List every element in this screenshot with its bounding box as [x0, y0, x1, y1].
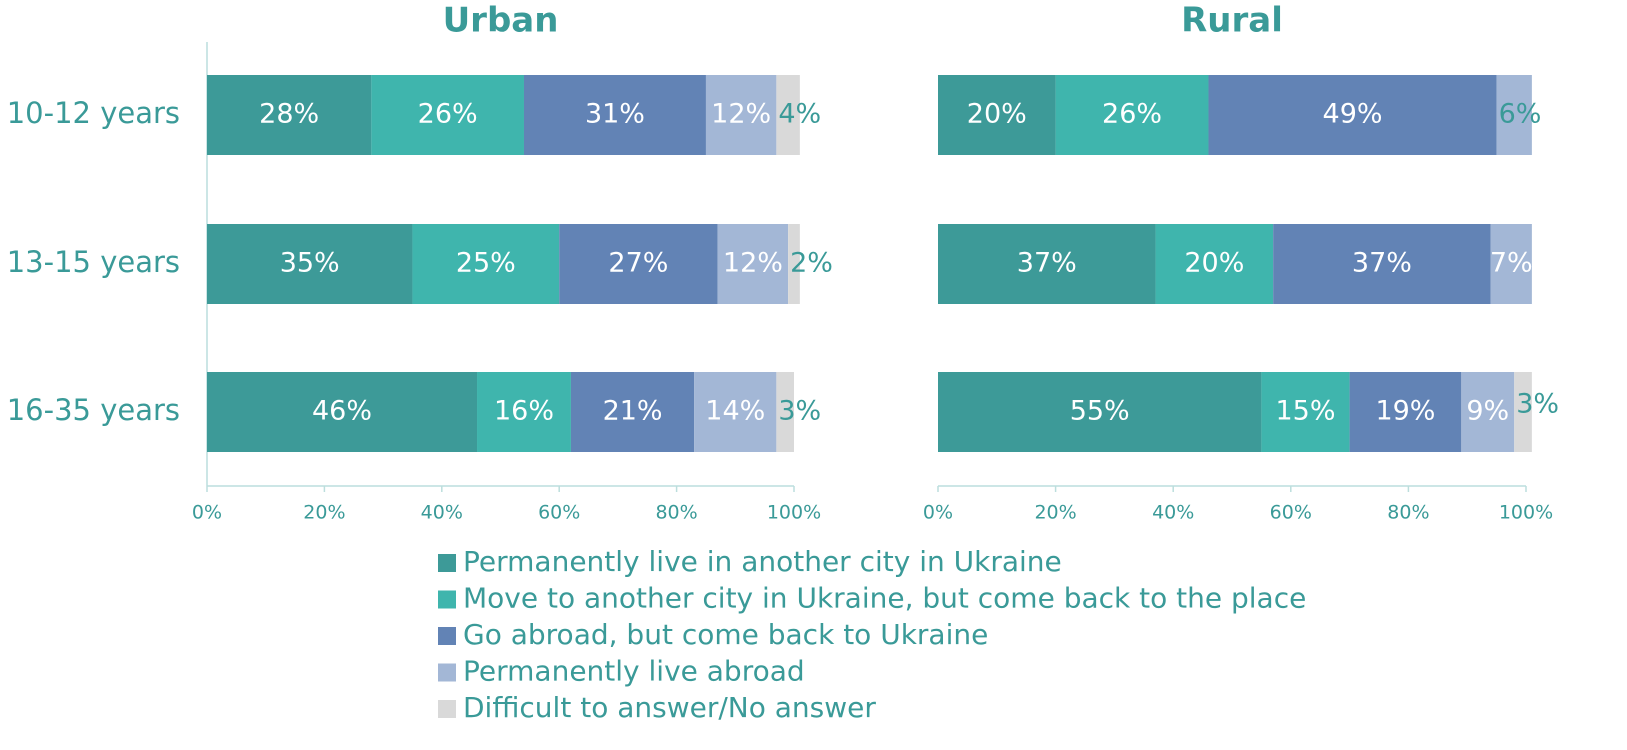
data-label: 25%	[456, 248, 516, 279]
bar-segment	[371, 75, 524, 155]
data-label: 37%	[1017, 248, 1077, 279]
data-label: 20%	[1184, 248, 1244, 279]
bar-segment	[788, 224, 800, 304]
bar-segment	[1496, 75, 1532, 155]
x-tick-label: 40%	[1152, 502, 1194, 524]
bar-segment	[938, 372, 1262, 452]
legend-swatch	[438, 700, 456, 718]
x-tick-label: 80%	[1387, 502, 1429, 524]
bar-segment	[477, 372, 571, 452]
bar-segment	[694, 372, 777, 452]
bar-segment	[523, 75, 706, 155]
data-label: 16%	[494, 396, 554, 427]
x-tick-label: 80%	[655, 502, 697, 524]
data-label: 3%	[778, 396, 821, 427]
data-label: 15%	[1275, 396, 1335, 427]
bar-segment	[717, 224, 789, 304]
data-label: 28%	[259, 99, 319, 130]
data-label: 35%	[280, 248, 340, 279]
bar-segment	[776, 372, 794, 452]
bar-segment	[207, 224, 413, 304]
x-tick-label: 100%	[1499, 502, 1553, 524]
data-label: 12%	[723, 248, 783, 279]
legend-label: Permanently live in another city in Ukra…	[463, 545, 1062, 578]
data-label: 14%	[705, 396, 765, 427]
legend-label: Difficult to answer/No answer	[463, 691, 876, 724]
category-label: 13-15 years	[7, 245, 180, 279]
legend-swatch	[438, 590, 456, 609]
bar-segment	[1055, 75, 1209, 155]
data-label: 46%	[312, 396, 372, 427]
data-label: 37%	[1352, 248, 1412, 279]
bar-segment	[1514, 372, 1532, 452]
category-label: 10-12 years	[7, 96, 180, 130]
bar-segment	[559, 224, 718, 304]
data-label: 7%	[1490, 248, 1533, 279]
bar-segment	[1155, 224, 1274, 304]
x-tick-label: 100%	[767, 502, 821, 524]
bar-segment	[776, 75, 800, 155]
data-label: 27%	[608, 248, 668, 279]
bar-segment	[705, 75, 777, 155]
chart-title: Urban	[443, 1, 559, 41]
data-label: 21%	[603, 396, 663, 427]
chart-title: Rural	[1181, 1, 1283, 41]
legend-label: Go abroad, but come back to Ukraine	[463, 618, 988, 651]
data-label: 19%	[1375, 396, 1435, 427]
bar-segment	[207, 75, 372, 155]
data-label: 26%	[418, 99, 478, 130]
data-label: 3%	[1516, 389, 1559, 420]
bar-segment	[412, 224, 560, 304]
category-label: 16-35 years	[7, 393, 180, 427]
data-label: 20%	[967, 99, 1027, 130]
legend-swatch	[438, 627, 456, 645]
bar-segment	[1349, 372, 1462, 452]
bar-segment	[1490, 224, 1532, 304]
bar-segment	[207, 372, 478, 452]
data-label: 6%	[1499, 99, 1542, 130]
legend-label: Move to another city in Ukraine, but com…	[463, 582, 1306, 615]
legend-swatch	[438, 663, 456, 682]
data-label: 26%	[1102, 99, 1162, 130]
bar-segment	[938, 224, 1156, 304]
data-label: 4%	[778, 99, 821, 130]
data-label: 9%	[1466, 396, 1509, 427]
x-tick-label: 0%	[923, 502, 953, 524]
data-label: 55%	[1070, 396, 1130, 427]
data-label: 12%	[711, 99, 771, 130]
legend-swatch	[438, 554, 456, 572]
x-tick-label: 20%	[1034, 502, 1076, 524]
data-label: 2%	[790, 248, 833, 279]
x-tick-label: 20%	[303, 502, 345, 524]
legend-label: Permanently live abroad	[463, 655, 805, 688]
bar-segment	[570, 372, 695, 452]
x-tick-label: 40%	[421, 502, 463, 524]
x-tick-label: 0%	[192, 502, 222, 524]
x-tick-label: 60%	[538, 502, 580, 524]
x-tick-label: 60%	[1270, 502, 1312, 524]
bar-segment	[1461, 372, 1515, 452]
bar-segment	[1261, 372, 1350, 452]
data-label: 31%	[585, 99, 645, 130]
bar-segment	[938, 75, 1056, 155]
data-label: 49%	[1323, 99, 1383, 130]
bar-segment	[1208, 75, 1497, 155]
bar-segment	[1273, 224, 1491, 304]
